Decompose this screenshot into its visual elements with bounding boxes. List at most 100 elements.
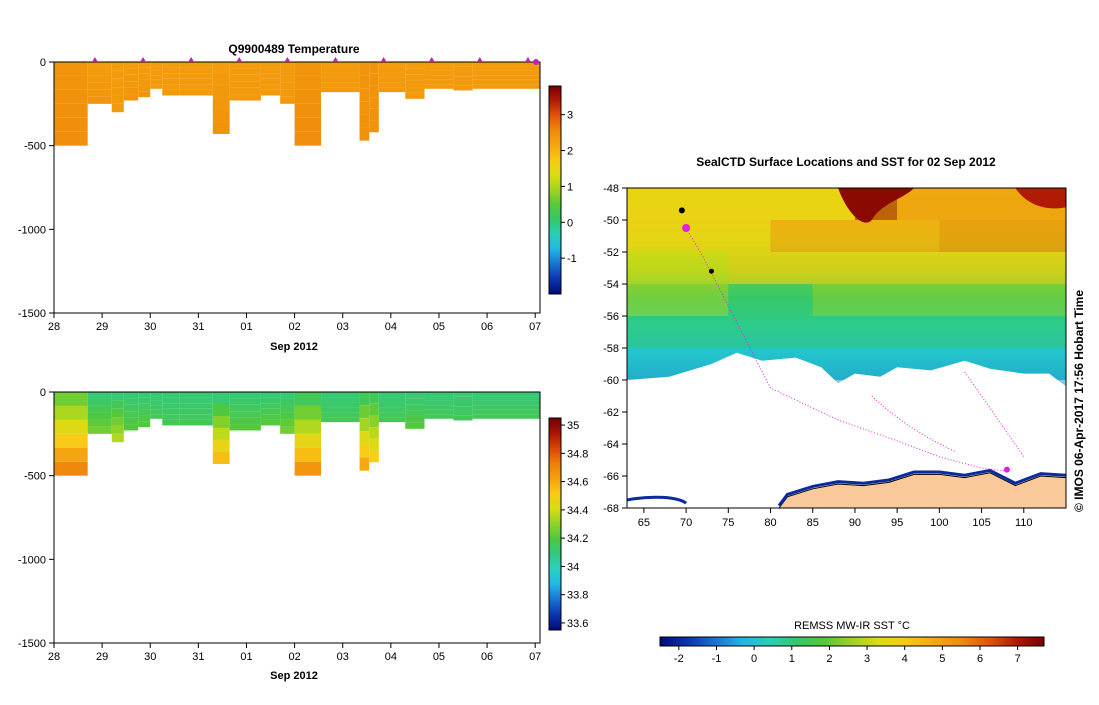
profile-cell (424, 400, 454, 406)
profile-cell (405, 410, 425, 417)
colorbar-tick-label: 3 (864, 653, 870, 665)
profile-marker (332, 57, 339, 62)
profile-cell (260, 73, 281, 79)
profile-cell (123, 398, 139, 405)
seal-position-cluster (678, 207, 685, 214)
profile-cell (424, 66, 454, 71)
x-tick-label: 07 (529, 321, 541, 333)
x-tick-label: 04 (385, 321, 397, 333)
profile-cell (212, 403, 230, 416)
sea-ice-region (627, 352, 1066, 508)
salinity-x-label: Sep 2012 (270, 670, 318, 682)
profile-cell (378, 87, 406, 93)
profile-cell (54, 62, 88, 76)
y-tick-label: -52 (603, 247, 619, 259)
profile-cell (138, 397, 151, 404)
profile-cell (87, 412, 112, 420)
sst-cell (627, 316, 1066, 348)
profile-cell (453, 80, 473, 86)
profile-cell (472, 400, 540, 406)
profile-cell (280, 398, 295, 406)
profile-cell (321, 402, 360, 408)
profile-cell (453, 406, 473, 411)
profile-cell (321, 77, 360, 83)
profile-cell (229, 87, 261, 95)
profile-cell (424, 75, 454, 80)
sst-cell (728, 284, 813, 316)
x-tick-label: 85 (807, 517, 819, 529)
profile-cell (378, 397, 406, 403)
seal-track (871, 395, 957, 453)
profile-cell (179, 403, 213, 409)
profile-cell (359, 114, 370, 128)
colorbar-tick-label: 6 (977, 653, 983, 665)
profile-cell (405, 392, 425, 399)
profile-cell (212, 415, 230, 428)
profile-cell (179, 73, 213, 79)
colorbar-tick-label: 0 (751, 653, 757, 665)
profile-cell (369, 85, 379, 98)
profile-cell (54, 419, 88, 434)
profile-cell (321, 62, 360, 68)
sst-colorbar-title: REMSS MW-IR SST °C (794, 620, 910, 632)
profile-cell (280, 89, 295, 97)
profile-cell (123, 68, 139, 75)
profile-cell (179, 62, 213, 68)
profile-cell (138, 392, 151, 398)
profile-cell (229, 81, 261, 88)
profile-cell (138, 79, 151, 86)
profile-cell (369, 403, 379, 416)
sst-colorbar-ticks: -2 -1 0 1 2 3 4 5 6 7 (674, 646, 1021, 665)
colorbar-tick-label: 5 (939, 653, 945, 665)
salinity-colorbar (548, 417, 562, 631)
profile-cell (321, 82, 360, 88)
profile-cell (405, 398, 425, 405)
profile-cell (294, 447, 322, 462)
y-tick-label: -1500 (18, 308, 46, 320)
profile-cell (179, 419, 213, 426)
profile-cell (138, 67, 151, 74)
profile-cell (294, 62, 322, 76)
profile-cell (212, 85, 230, 98)
profile-cell (212, 109, 230, 122)
sst-cell (627, 284, 729, 316)
profile-cell (162, 392, 180, 398)
profile-cell (162, 414, 180, 420)
colorbar-tick-label: 1 (567, 181, 573, 193)
profile-cell (150, 392, 163, 397)
x-tick-label: 31 (192, 321, 204, 333)
profile-cell (260, 403, 281, 409)
profile-cell (294, 461, 322, 476)
profile-cell (111, 400, 124, 409)
salinity-section-plot: 28 29 30 31 01 02 03 04 05 06 07 0 -500 -1000 -1500 Se… (18, 387, 589, 682)
colorbar-tick-label: 4 (902, 653, 908, 665)
profile-cell (54, 461, 88, 476)
x-tick-label: 01 (240, 321, 252, 333)
profile-cell (138, 73, 151, 80)
x-tick-label: 95 (891, 517, 903, 529)
profile-cell (212, 392, 230, 404)
temperature-section-plot: Q9900489 Temperature 28 29 30 31 01 02 03 04 05 0… (18, 42, 577, 353)
x-tick-label: 04 (385, 651, 397, 663)
profile-cell (162, 73, 180, 79)
profile-cell (424, 62, 454, 67)
sst-cell (728, 252, 1066, 284)
colorbar-tick-label: 1 (789, 653, 795, 665)
profile-cell (472, 414, 540, 419)
profile-cell (260, 67, 281, 74)
profile-marker (524, 57, 531, 62)
colorbar-tick-label: 0 (567, 217, 573, 229)
x-tick-label: 105 (972, 517, 990, 529)
profile-cell (111, 62, 124, 71)
profile-cell (111, 425, 124, 434)
profile-cell (212, 451, 230, 464)
profile-cell (138, 62, 151, 68)
profile-cell (54, 392, 88, 406)
colorbar-tick-label: 34.2 (567, 533, 588, 545)
profile-cell (260, 62, 281, 68)
profile-cell (378, 402, 406, 408)
x-tick-label: 110 (1015, 517, 1033, 529)
profile-cell (405, 74, 425, 81)
colorbar-tick-label: 7 (1015, 653, 1021, 665)
profile-cell (359, 75, 370, 89)
